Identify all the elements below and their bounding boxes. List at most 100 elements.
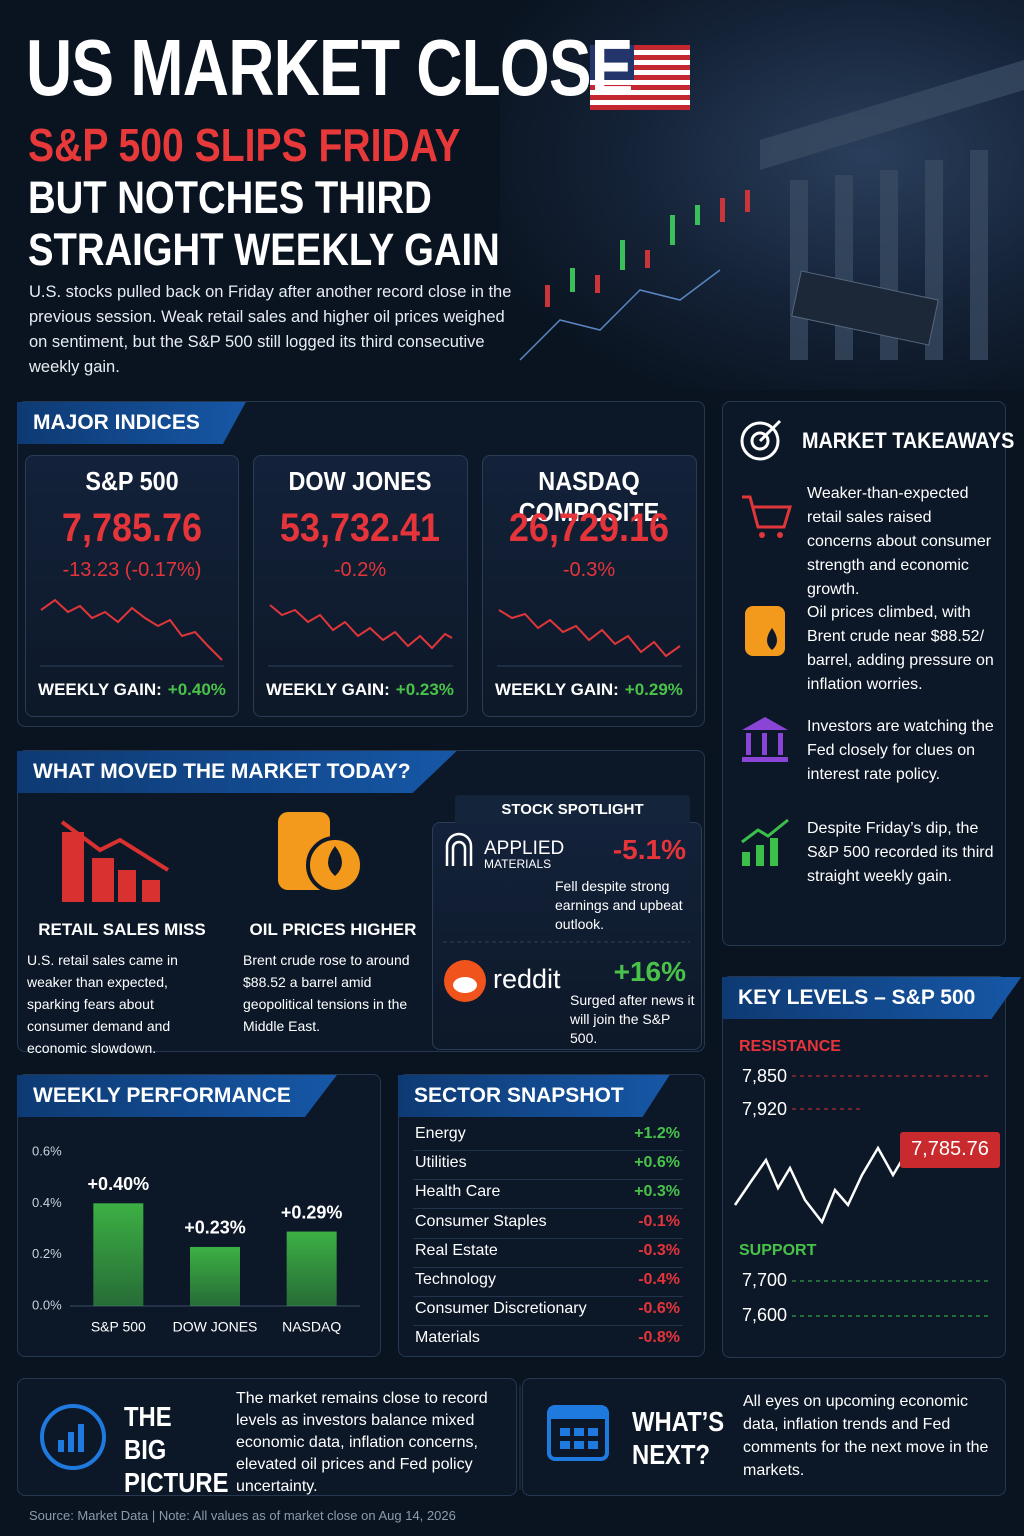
candle xyxy=(745,190,750,212)
stripe xyxy=(590,75,690,80)
sector-change: -0.4% xyxy=(638,1271,680,1288)
value-label: +0.40% xyxy=(88,1174,150,1194)
sparkline xyxy=(269,604,453,650)
calendar-icon xyxy=(560,1441,570,1449)
price-path xyxy=(733,1145,904,1225)
sector-name: Utilities xyxy=(415,1154,467,1172)
support-level: 7,700 xyxy=(742,1270,788,1290)
calendar-icon xyxy=(574,1441,584,1449)
whats-next-panel xyxy=(522,1378,1006,1496)
x-tick-label: S&P 500 xyxy=(91,1319,146,1335)
candle xyxy=(620,240,625,270)
flag-canton xyxy=(590,45,634,80)
calendar-icon xyxy=(588,1441,598,1449)
driver-icons xyxy=(60,812,364,902)
flag-stripes xyxy=(590,45,690,110)
bank-icon xyxy=(746,733,751,755)
value-label: +0.23% xyxy=(184,1218,246,1238)
stripe xyxy=(590,95,690,100)
pediment xyxy=(760,60,1024,170)
sector-divider xyxy=(413,1325,683,1327)
weekly-value: +0.23% xyxy=(395,680,454,699)
sector-name: Materials xyxy=(415,1329,480,1347)
weekly-value: +0.29% xyxy=(624,680,683,699)
takeaway-text: Weaker-than-expected retail sales raised… xyxy=(807,485,992,598)
big-picture-icon xyxy=(40,1404,106,1470)
sector-change: +0.6% xyxy=(634,1154,680,1172)
oil-icon xyxy=(328,846,342,876)
index-change: -0.3% xyxy=(562,559,616,581)
sector-name: Energy xyxy=(415,1125,466,1142)
bank-icon xyxy=(778,733,783,755)
retail-icon xyxy=(62,832,84,902)
takeaway-text: Oil prices climbed, with Brent crude nea… xyxy=(807,604,994,693)
big-picture-icon xyxy=(78,1424,84,1452)
big-picture-icon xyxy=(68,1432,74,1452)
big-picture-panel xyxy=(17,1378,517,1496)
value-label: +0.29% xyxy=(281,1202,343,1222)
card-dividers xyxy=(40,665,690,943)
stock-note: Fell despite strong earnings and upbeat … xyxy=(555,878,683,932)
weekly-row: WEEKLY GAIN: +0.29% xyxy=(482,680,696,700)
calendar-icon xyxy=(588,1428,598,1436)
stripe xyxy=(590,65,690,70)
sector-name: Technology xyxy=(415,1271,496,1288)
section-tab: MAJOR INDICES xyxy=(17,402,246,444)
stock-note: Surged after news it will join the S&P 5… xyxy=(570,992,695,1046)
takeaways-panel xyxy=(722,401,1006,946)
support-label: SUPPORT xyxy=(739,1242,817,1259)
sector-divider xyxy=(413,1179,683,1181)
target-icon xyxy=(750,431,770,451)
index-name: NASDAQ COMPOSITE xyxy=(518,466,660,527)
weekly-label: WEEKLY GAIN: xyxy=(38,680,162,699)
section-tab: KEY LEVELS – S&P 500 xyxy=(722,977,1022,1019)
bar xyxy=(93,1203,144,1306)
trend-line xyxy=(519,269,721,361)
column xyxy=(835,175,853,360)
index-value: 7,785.76 xyxy=(61,506,203,550)
weekly-label: WEEKLY GAIN: xyxy=(495,680,619,699)
growth-icon xyxy=(742,852,750,866)
stripe xyxy=(590,55,690,60)
whats-next-title: WHAT’S NEXT? xyxy=(632,1406,725,1470)
bar xyxy=(190,1246,240,1306)
growth-icon xyxy=(770,838,778,866)
candle xyxy=(695,205,700,225)
index-name: DOW JONES xyxy=(288,466,432,496)
drop-icon xyxy=(767,628,777,650)
sector-change: -0.1% xyxy=(638,1212,680,1230)
candles xyxy=(519,190,939,361)
target-icon xyxy=(758,419,782,443)
sector-divider xyxy=(413,1266,683,1268)
y-tick-label: 0.6% xyxy=(32,1143,62,1158)
calendar-icon xyxy=(549,1407,607,1419)
street-sign xyxy=(791,270,939,346)
growth-icon xyxy=(741,818,789,844)
section-tab: WHAT MOVED THE MARKET TODAY? xyxy=(17,751,457,793)
index-name: S&P 500 xyxy=(85,466,179,496)
index-value: 53,732.41 xyxy=(279,506,441,550)
sector-name: Consumer Discretionary xyxy=(415,1300,587,1318)
driver-title: RETAIL SALES MISS xyxy=(38,920,206,939)
stock-change: +16% xyxy=(613,956,686,987)
x-tick-label: NASDAQ xyxy=(282,1319,341,1335)
column xyxy=(790,180,808,360)
support-level: 7,600 xyxy=(742,1305,788,1325)
candle xyxy=(645,250,650,268)
sector-divider xyxy=(413,1208,683,1210)
big-picture-title: THE BIG PICTURE xyxy=(124,1401,229,1498)
candle xyxy=(595,275,600,293)
sector-change: +0.3% xyxy=(634,1183,680,1201)
y-tick-label: 0.0% xyxy=(32,1297,62,1312)
driver-text: U.S. retail sales came in weaker than ex… xyxy=(27,952,178,1056)
whats-next-text: All eyes on upcoming economic data, infl… xyxy=(743,1393,989,1479)
resistance-level: 7,920 xyxy=(742,1099,788,1119)
sector-change: +1.2% xyxy=(634,1125,680,1142)
sector-name: Real Estate xyxy=(415,1241,498,1259)
index-card xyxy=(253,455,468,717)
price-badge xyxy=(900,1132,1000,1168)
page-title: US MARKET CLOSE xyxy=(26,23,633,112)
cart-icon xyxy=(742,495,793,529)
takeaway-icons xyxy=(740,419,793,866)
